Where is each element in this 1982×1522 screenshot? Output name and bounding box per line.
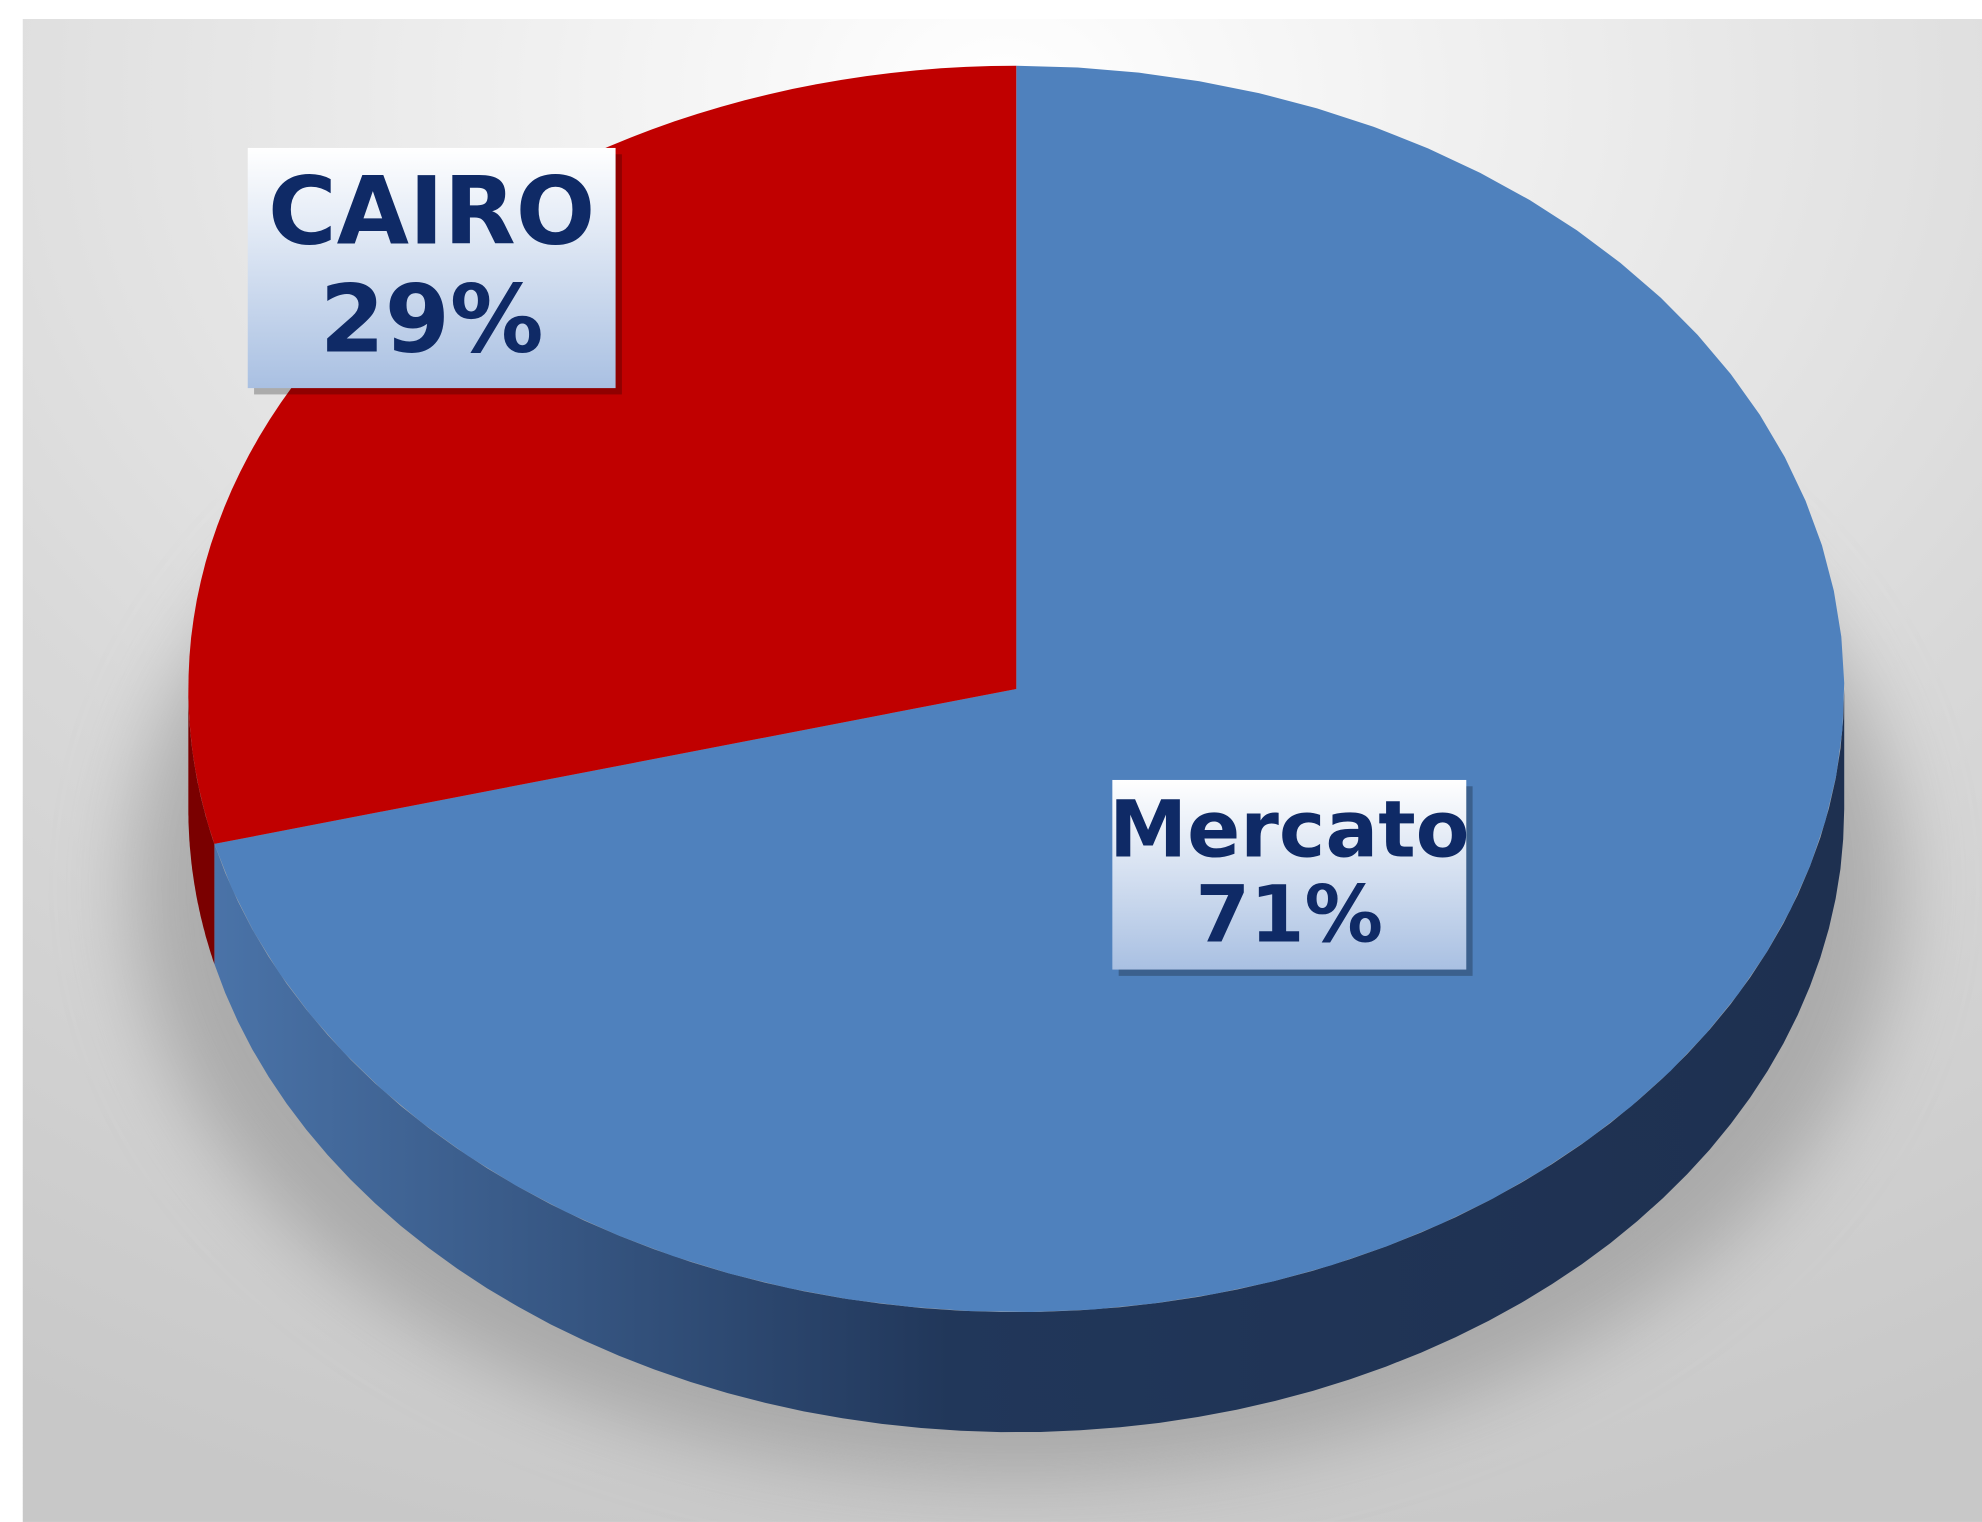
value-label: 71% <box>1196 870 1384 961</box>
label-box <box>1112 779 1467 970</box>
pie-slice <box>188 65 1017 844</box>
category-label: Mercato <box>1109 784 1469 875</box>
pie-slice-side <box>214 688 1845 1433</box>
pie-slice-side <box>188 688 215 965</box>
pie-slice <box>214 65 1845 1312</box>
label-box <box>247 147 616 389</box>
category-label: CAIRO <box>268 157 595 266</box>
value-label: 29% <box>320 266 544 375</box>
